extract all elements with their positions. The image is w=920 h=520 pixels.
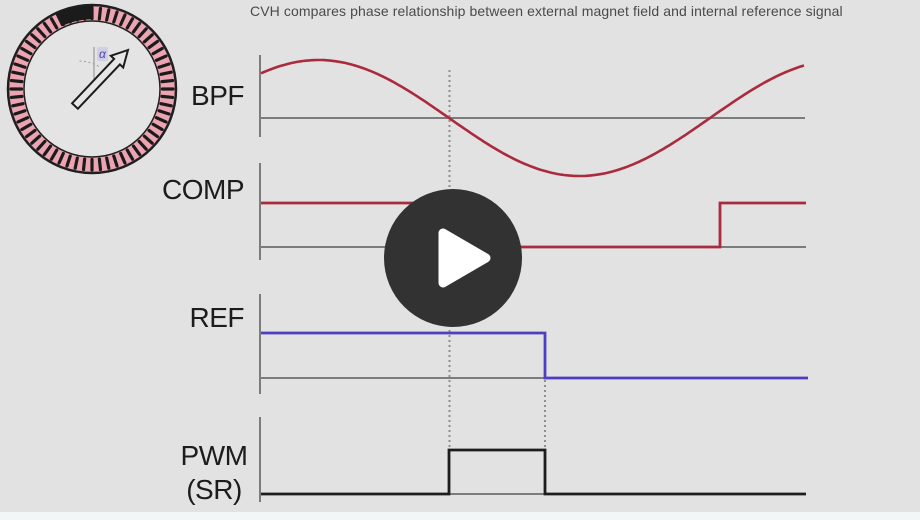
encoder-tick (125, 148, 135, 161)
encoder-tick (20, 46, 33, 56)
encoder-tick (16, 54, 30, 62)
encoder-tick (105, 8, 111, 22)
encoder-tick (81, 157, 87, 172)
signal-label-pwm-line1: PWM (180, 440, 248, 471)
signal-label-pwm: PWM (SR) (164, 439, 264, 507)
encoder-tick (125, 17, 135, 30)
encoder-tick (49, 17, 59, 30)
encoder-tick (151, 122, 164, 132)
encoder-tick (20, 122, 33, 132)
encoder-tick (157, 62, 171, 69)
signal-trace-comp (261, 201, 806, 249)
encoder-tick (30, 33, 42, 44)
encoder-tick (160, 78, 175, 84)
encoder-tick (159, 102, 173, 108)
angle-arc (79, 60, 102, 68)
encoder-tick (24, 128, 37, 139)
encoder-tick (97, 6, 103, 21)
encoder-tick (147, 39, 160, 50)
encoder-tick (157, 109, 171, 116)
play-icon (438, 228, 491, 288)
encoder-tick (142, 33, 154, 44)
encoder-tick (11, 102, 25, 108)
encoder-tick (151, 46, 164, 56)
encoder-tick (112, 154, 119, 168)
encoder-tick (9, 78, 24, 84)
signal-label-ref: REF (189, 302, 245, 333)
encoder-tick (119, 13, 127, 27)
signal-trace-bpf (260, 58, 805, 178)
encoder-tick (36, 139, 47, 151)
signal-trace-pwm (261, 448, 806, 496)
encoder-tick (97, 157, 103, 172)
encoder-tick (13, 109, 27, 116)
encoder-tick (13, 62, 27, 69)
encoder-tick (154, 54, 168, 62)
encoder-tick (154, 116, 168, 124)
encoder-tick (42, 144, 53, 157)
encoder-tick (73, 156, 79, 170)
encoder-tick (112, 10, 119, 24)
caption-text: CVH compares phase relationship between … (250, 3, 843, 19)
page-bottom-strip (0, 512, 920, 520)
signal-label-bpf: BPF (191, 80, 244, 111)
play-button[interactable] (384, 189, 522, 327)
angle-alpha-label: α (97, 47, 108, 61)
encoder-index-marker (55, 5, 94, 27)
encoder-tick (57, 151, 65, 165)
rotor-arrow (70, 48, 130, 111)
encoder-tick (131, 21, 142, 34)
encoder-tick (9, 94, 24, 100)
encoder-tick (105, 156, 111, 170)
encoder-tick (137, 139, 148, 151)
encoder-tick (24, 39, 37, 50)
encoder-tick (16, 116, 30, 124)
encoder-tick (119, 151, 127, 165)
encoder-tick (131, 144, 142, 157)
encoder-tick (49, 148, 59, 161)
encoder-tick (11, 70, 25, 76)
encoder-tick (147, 128, 160, 139)
encoder-tick (159, 70, 173, 76)
encoder-tick (30, 134, 42, 145)
encoder-tick (65, 154, 72, 168)
signal-label-comp: COMP (162, 174, 245, 205)
encoder-tick (42, 21, 53, 34)
encoder-tick (142, 134, 154, 145)
signal-label-pwm-line2: (SR) (186, 474, 242, 505)
encoder-tick (160, 94, 175, 100)
encoder-tick (137, 27, 148, 39)
encoder-tick (36, 27, 47, 39)
signal-trace-ref (261, 331, 808, 380)
